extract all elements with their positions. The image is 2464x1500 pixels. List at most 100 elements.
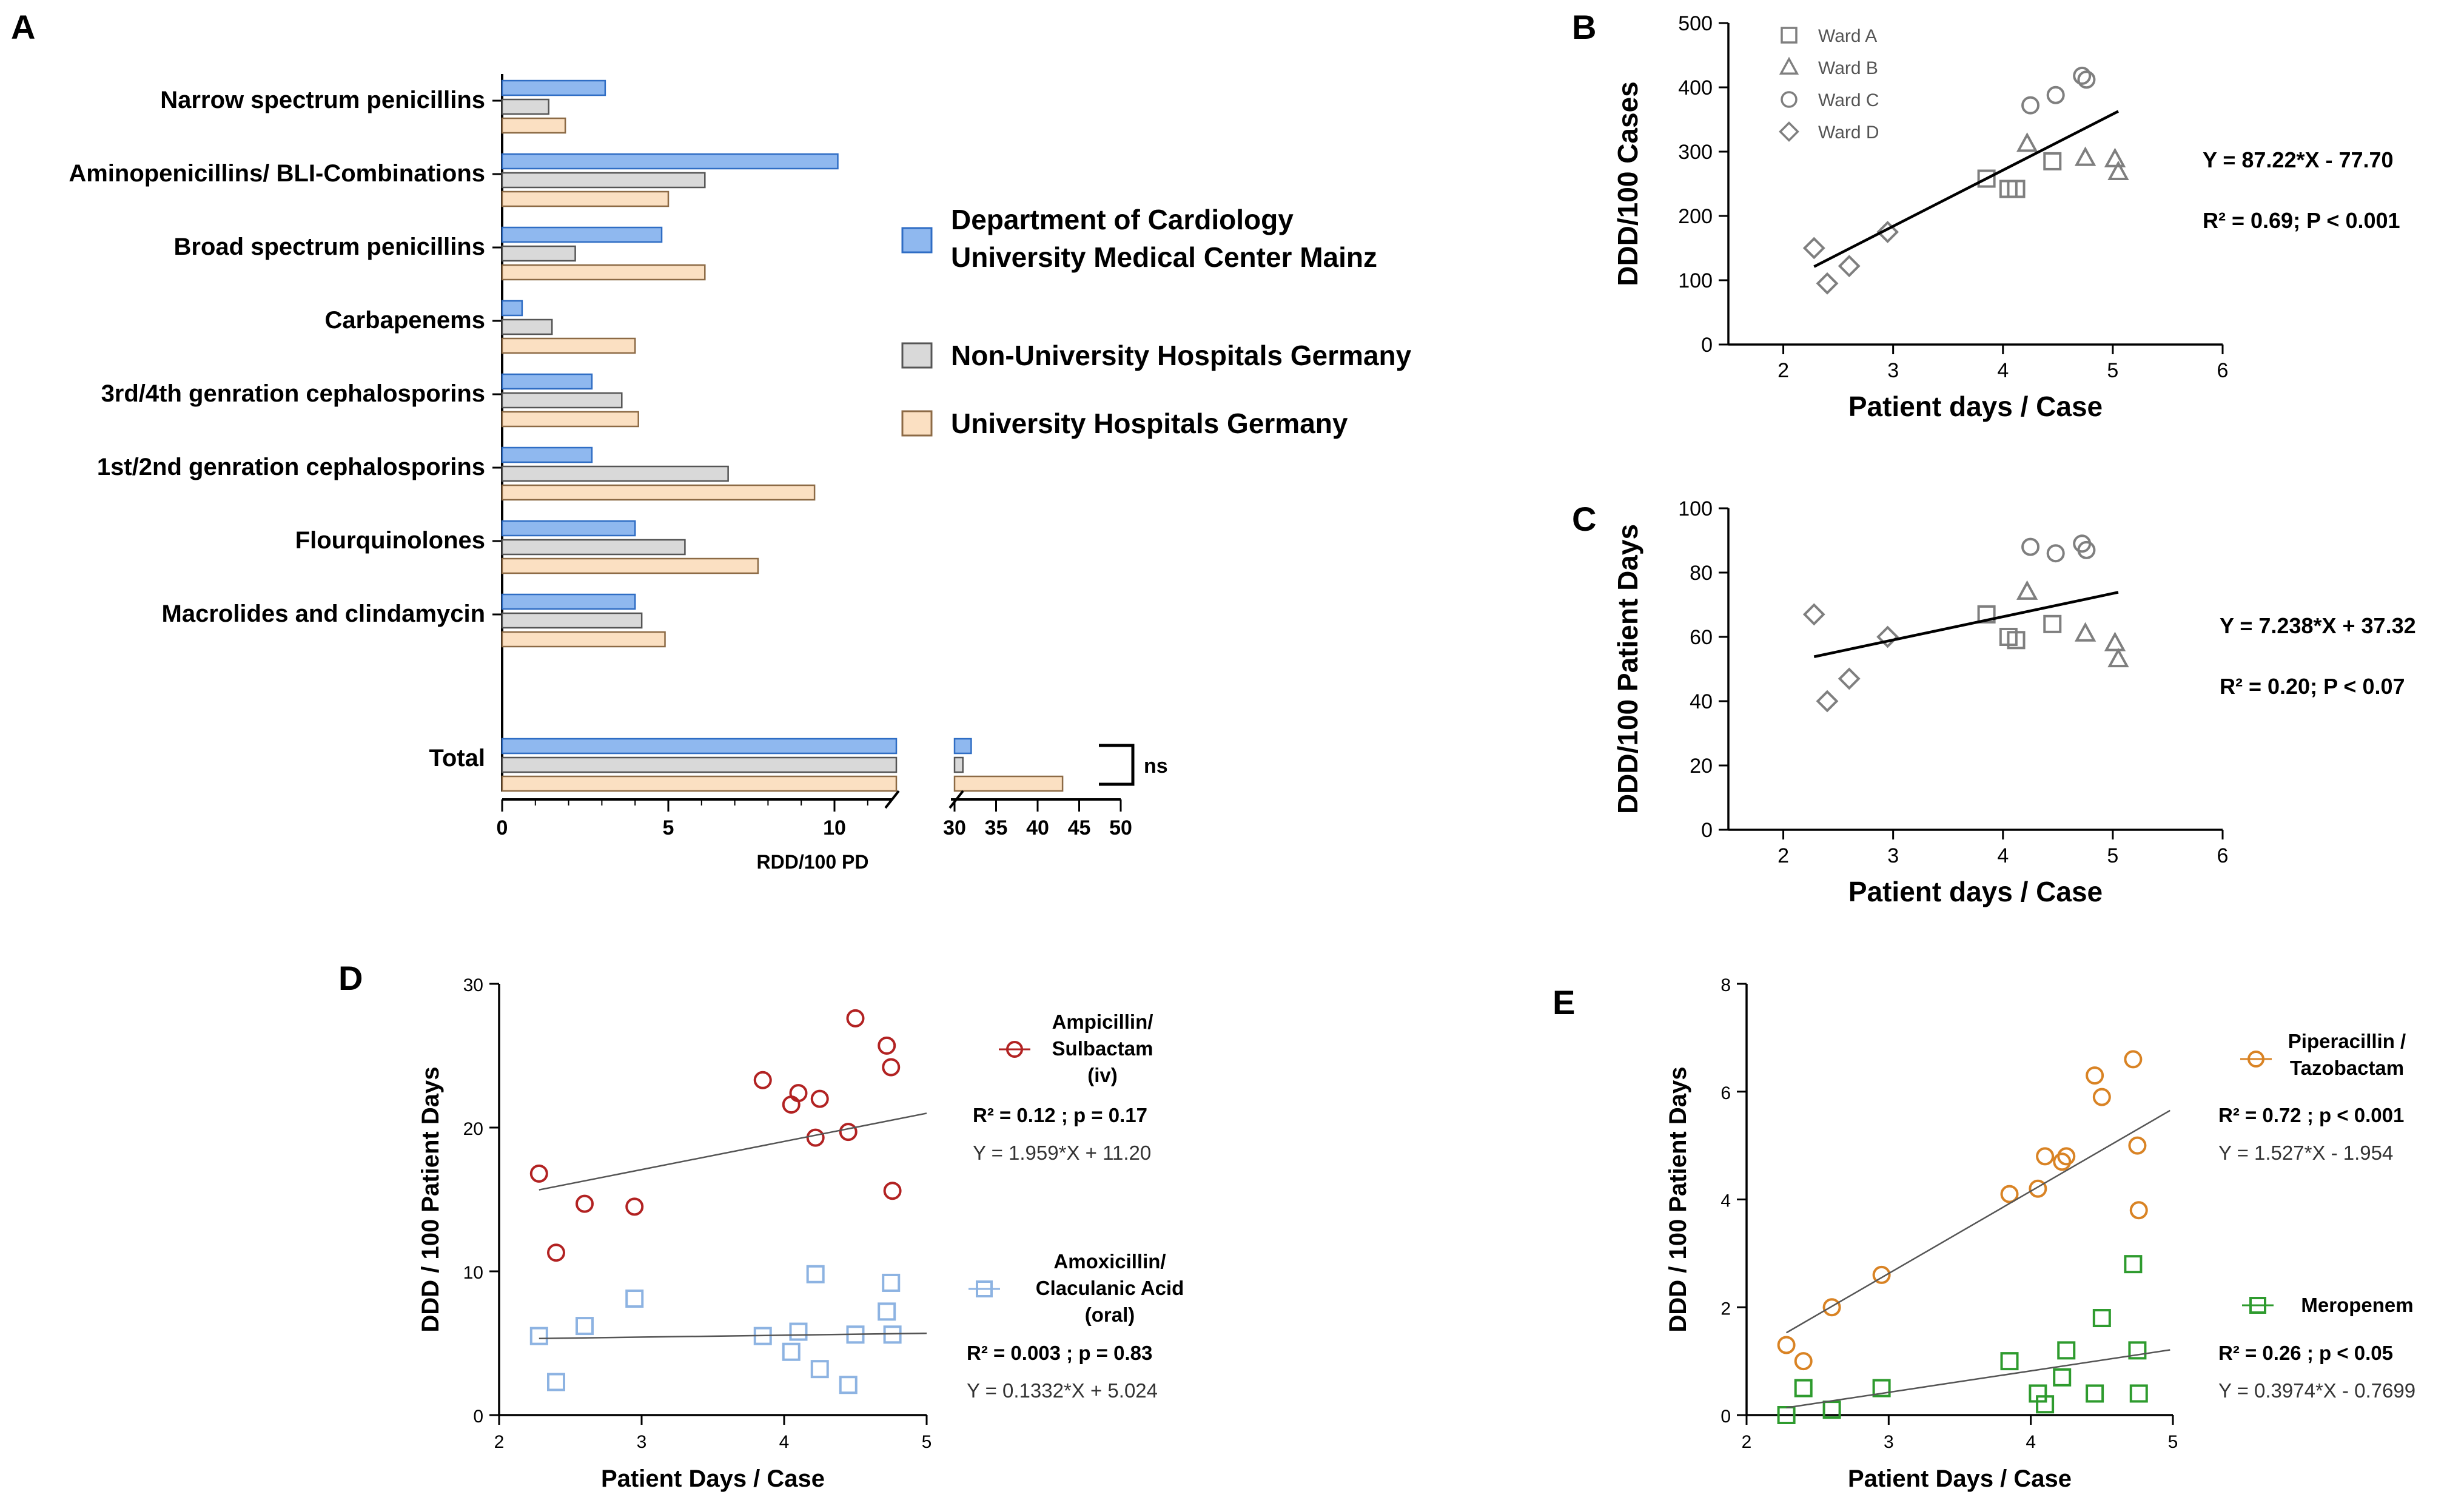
legend-marker-piperacillin-tazobactam [2247,1051,2264,1068]
marker-ampicillin-sulbactam-iv [547,1243,565,1262]
x-tick-label: 5 [2168,1432,2178,1452]
total-bar-left-peach [501,775,898,792]
marker-ward-b [2074,622,2096,642]
bar-aminopenicillins-bli-combinations-blue [501,153,839,170]
panel-a-bar-chart: Narrow spectrum penicillins Aminopenicill… [69,74,1412,873]
legend-label-blue: Department of Cardiology [951,204,1294,235]
total-bar-right-grey [953,756,964,773]
bar-carbapenems-blue [501,300,523,317]
x-axis-title: Patient days / Case [1848,876,2103,907]
legend-label-grey: Non-University Hospitals Germany [951,340,1412,371]
x-tick-label: 3 [637,1432,647,1452]
marker-amoxicillin-claculanic-acid-oral [839,1376,858,1394]
marker-piperacillin-tazobactam [1872,1265,1891,1284]
x-tick-label: 2 [1778,359,1789,382]
legend-label-ward-d: Ward D [1818,123,1879,143]
marker-ward-a [2007,180,2026,198]
marker-amoxicillin-claculanic-acid-oral [878,1302,896,1321]
marker-ward-b [2016,580,2038,600]
marker-ward-c [2046,86,2065,104]
marker-ward-d [1876,625,1899,648]
marker-meropenem [2086,1384,2104,1403]
total-bar-left-grey [501,756,898,773]
y-tick-label: 40 [1690,690,1713,713]
panel-label-e: E [1553,983,1575,1021]
marker-ward-a [1977,605,1996,624]
x-tick-label: 4 [1997,359,2009,382]
bar-flourquinolones-grey [501,539,686,556]
marker-meropenem [2092,1309,2111,1328]
legend-marker-ward-a [1781,27,1798,44]
x-axis-title: Patient Days / Case [1848,1465,2072,1492]
marker-ampicillin-sulbactam-iv [846,1009,865,1027]
marker-ward-a [2043,152,2062,170]
marker-ampicillin-sulbactam-iv [878,1036,896,1055]
marker-ampicillin-sulbactam-iv [882,1058,901,1077]
marker-piperacillin-tazobactam [2053,1152,2072,1171]
y-tick-label: 6 [1720,1083,1731,1103]
regression-line [1813,110,2119,268]
axis-break-left [884,790,900,809]
regression-line-amoxicillin-claculanic-acid-oral [539,1332,927,1339]
x-tick-label: 3 [1887,844,1899,867]
marker-piperacillin-tazobactam [2000,1185,2019,1203]
marker-ampicillin-sulbactam-iv [883,1182,902,1200]
bar-macrolides-and-clindamycin-peach [501,631,666,648]
marker-piperacillin-tazobactam [2092,1088,2111,1106]
y-tick-label: 60 [1690,626,1713,649]
significance-label: ns [1144,755,1168,778]
axis-break-right [948,790,964,809]
x-axis-title: Patient days / Case [1848,391,2103,422]
bar-narrow-spectrum-penicillins-grey [501,98,549,115]
fit-stats-meropenem: R² = 0.26 ; p < 0.05 [2218,1342,2393,1364]
x-tick-label: 35 [985,816,1008,839]
legend-label-ward-c: Ward C [1818,90,1879,110]
marker-ward-a [2043,614,2062,633]
x-tick-label: 5 [2107,359,2118,382]
x-tick-label: 0 [497,816,508,839]
marker-piperacillin-tazobactam [1777,1336,1796,1354]
bar-flourquinolones-peach [501,557,759,574]
bar-3rd-4th-genration-cephalosporins-grey [501,392,623,409]
marker-amoxicillin-claculanic-acid-oral [625,1290,644,1308]
marker-ward-a [1977,169,1996,188]
marker-meropenem [2000,1352,2019,1371]
y-tick-label: 100 [1678,269,1713,292]
marker-piperacillin-tazobactam [1794,1352,1813,1371]
x-tick-label: 4 [1997,844,2009,867]
marker-ward-d [1838,667,1861,690]
marker-meropenem [2128,1341,2147,1360]
legend-label-ward-a: Ward A [1818,26,1877,46]
marker-piperacillin-tazobactam [2124,1050,2143,1069]
fit-stats-piperacillin-tazobactam: R² = 0.72 ; p < 0.001 [2218,1104,2404,1126]
regression-line-piperacillin-tazobactam [1785,1109,2170,1334]
y-tick-label: 8 [1720,975,1731,995]
bar-broad-spectrum-penicillins-peach [501,264,706,281]
legend-label-ward-b: Ward B [1818,58,1878,78]
regression-annotation: Y = 7.238*X + 37.32 [2220,613,2416,638]
legend-label-ampicillin-sulbactam-iv: (iv) [1087,1064,1118,1086]
legend-label-meropenem: Meropenem [2301,1294,2413,1316]
bar-aminopenicillins-bli-combinations-peach [501,190,670,207]
regression-line-meropenem [1786,1349,2170,1409]
y-tick-label: 100 [1678,497,1713,520]
bar-macrolides-and-clindamycin-grey [501,612,643,629]
legend-marker-ward-c [1781,91,1798,108]
marker-ward-b [2107,160,2129,180]
regression-annotation: R² = 0.20; P < 0.07 [2220,674,2405,699]
regression-line-ampicillin-sulbactam-iv [539,1112,927,1191]
bar-narrow-spectrum-penicillins-blue [501,79,606,96]
legend-label-amoxicillin-claculanic-acid-oral: Amoxicillin/ [1053,1250,1166,1273]
legend-label-piperacillin-tazobactam: Tazobactam [2290,1057,2404,1079]
marker-ward-b [2016,132,2038,152]
bar-aminopenicillins-bli-combinations-grey [501,172,706,189]
marker-ward-c [2077,540,2096,559]
y-tick-label: 80 [1690,562,1713,585]
marker-meropenem [2124,1255,2143,1274]
marker-ward-d [1876,221,1899,243]
category-label-broad-spectrum-penicillins: Broad spectrum penicillins [174,234,485,260]
legend-label-amoxicillin-claculanic-acid-oral: (oral) [1085,1303,1135,1326]
y-tick-label: 0 [1701,819,1713,842]
bar-carbapenems-peach [501,337,636,354]
